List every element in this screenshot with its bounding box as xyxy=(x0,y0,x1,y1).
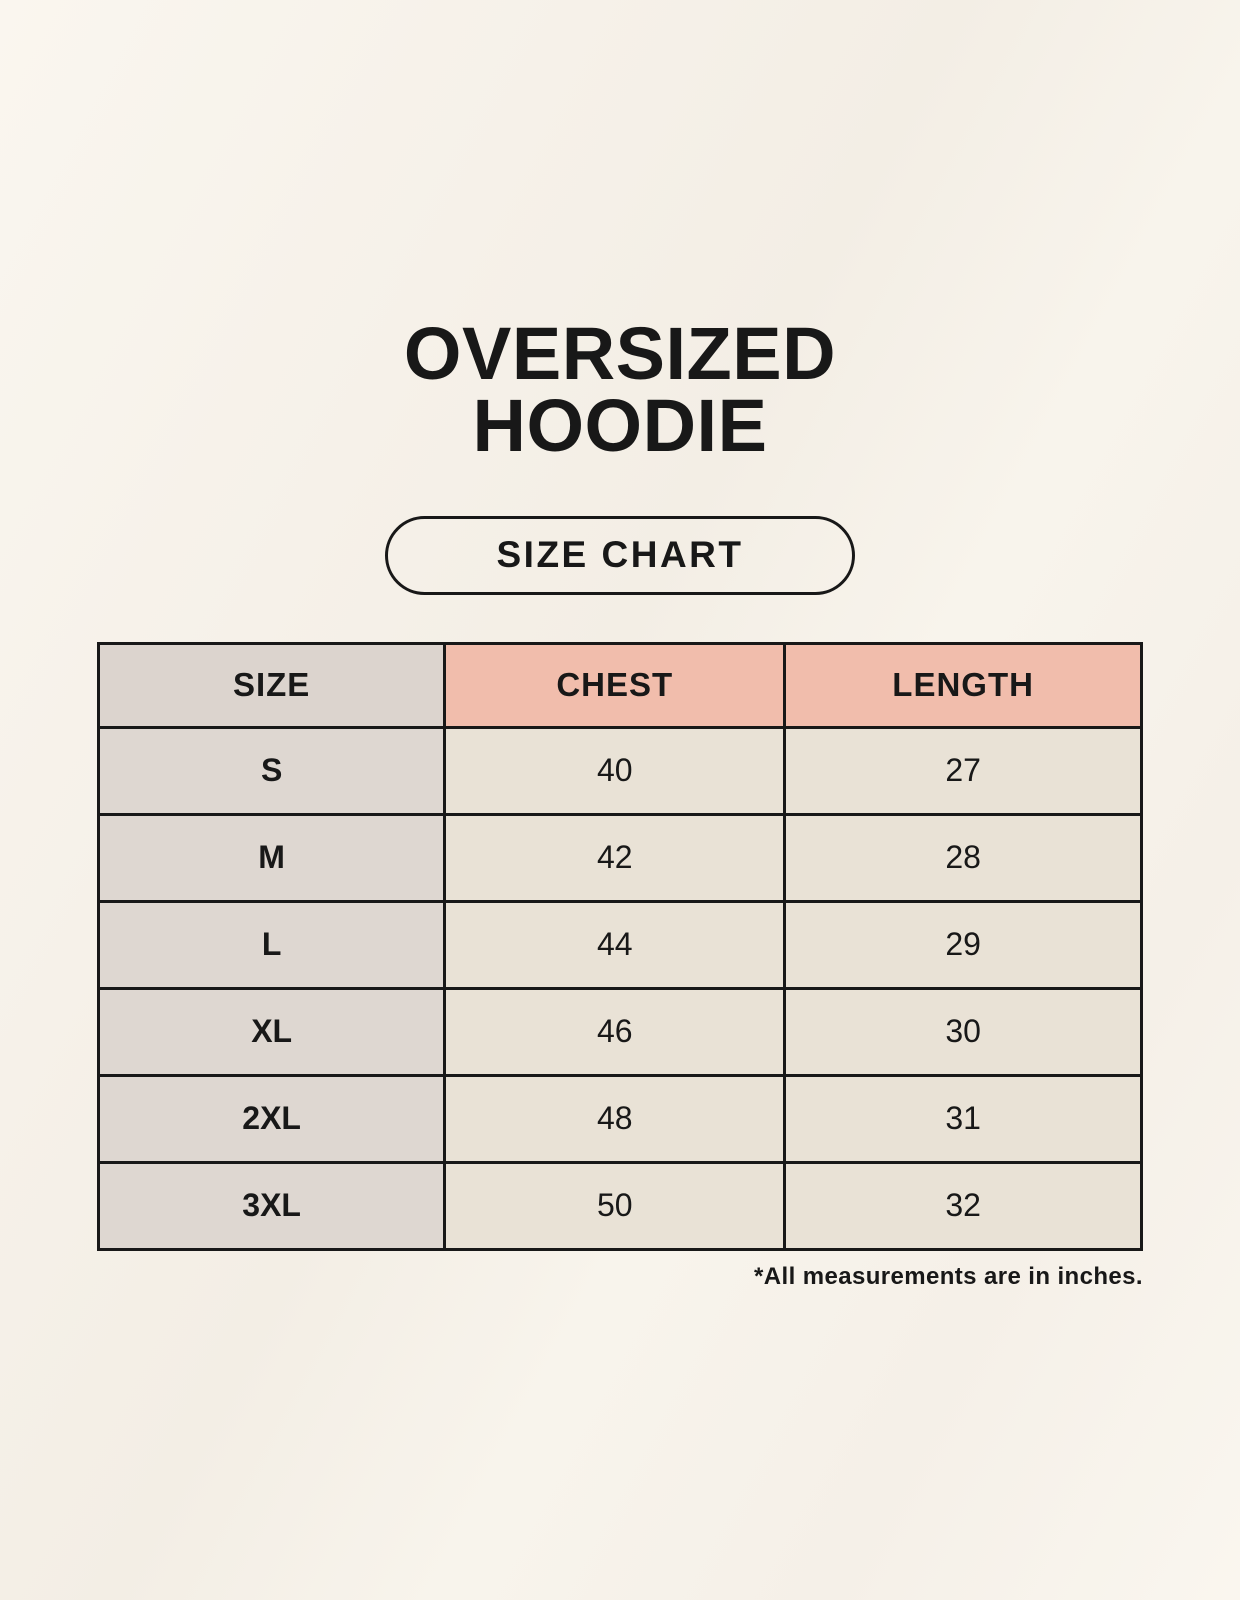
page-title-line2: HOODIE xyxy=(472,383,768,467)
size-table: SIZE CHEST LENGTH S 40 27 M 42 28 L 44 29 XL 46 30 2… xyxy=(96,641,1143,1251)
size-cell: 2XL xyxy=(96,1073,447,1164)
length-cell: 31 xyxy=(783,1073,1143,1164)
chest-cell: 50 xyxy=(443,1160,787,1251)
measurement-note: *All measurements are in inches. xyxy=(754,1262,1143,1290)
length-cell: 32 xyxy=(783,1160,1143,1251)
size-table-container: SIZE CHEST LENGTH S 40 27 M 42 28 L 44 29 XL 46 30 2… xyxy=(96,641,1143,1291)
table-row: 2XL 48 31 xyxy=(96,1073,1143,1164)
size-cell: XL xyxy=(96,986,447,1077)
table-row: M 42 28 xyxy=(96,812,1143,903)
page-title: OVERSIZED HOODIE xyxy=(404,317,836,463)
length-cell: 28 xyxy=(783,812,1143,903)
size-table-body: S 40 27 M 42 28 L 44 29 XL 46 30 2XL 48 31 3XL 50 32 xyxy=(96,725,1143,1251)
column-header-length: LENGTH xyxy=(783,641,1143,729)
size-cell: L xyxy=(96,899,447,990)
table-row: XL 46 30 xyxy=(96,986,1143,1077)
column-header-size: SIZE xyxy=(96,641,447,729)
length-cell: 29 xyxy=(783,899,1143,990)
chest-cell: 40 xyxy=(443,725,787,816)
chest-cell: 44 xyxy=(443,899,787,990)
size-cell: S xyxy=(96,725,447,816)
chest-cell: 42 xyxy=(443,812,787,903)
chest-cell: 46 xyxy=(443,986,787,1077)
size-cell: M xyxy=(96,812,447,903)
page-title-line1: OVERSIZED xyxy=(403,312,837,395)
size-chart-button[interactable]: SIZE CHART xyxy=(385,515,855,595)
table-row: L 44 29 xyxy=(96,899,1143,990)
header-row: SIZE CHEST LENGTH xyxy=(96,641,1143,729)
size-cell: 3XL xyxy=(96,1160,447,1251)
chest-cell: 48 xyxy=(443,1073,787,1164)
length-cell: 27 xyxy=(783,725,1143,816)
length-cell: 30 xyxy=(783,986,1143,1077)
table-row: 3XL 50 32 xyxy=(96,1160,1143,1251)
table-row: S 40 27 xyxy=(96,725,1143,816)
size-table-header: SIZE CHEST LENGTH xyxy=(96,641,1143,729)
column-header-chest: CHEST xyxy=(443,641,787,729)
